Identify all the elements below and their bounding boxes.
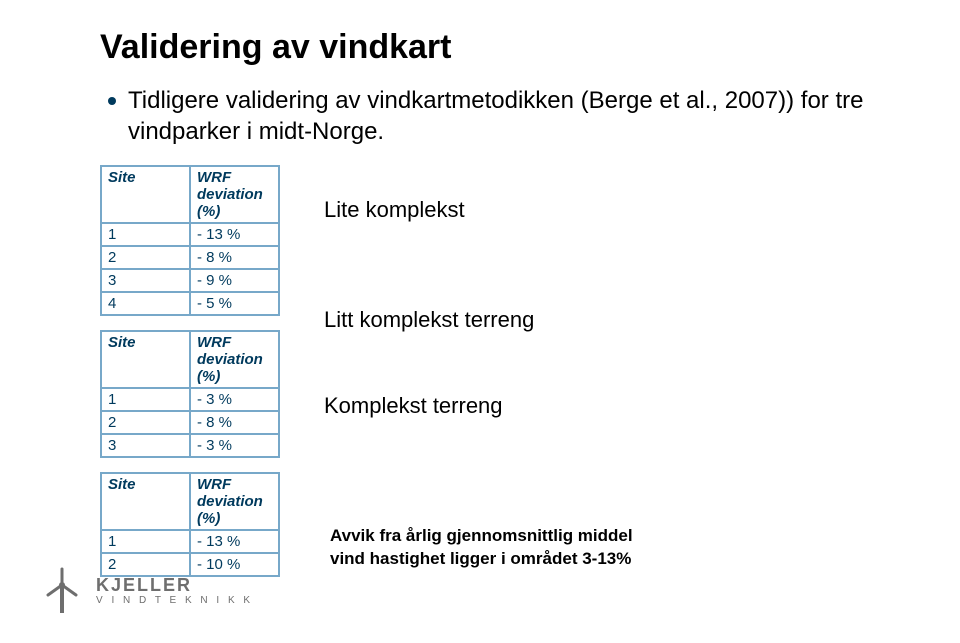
- td-val: - 5 %: [190, 292, 279, 315]
- td-site: 1: [101, 223, 190, 246]
- td-site: 2: [101, 246, 190, 269]
- td-val: - 13 %: [190, 530, 279, 553]
- td-val: - 13 %: [190, 223, 279, 246]
- td-val: - 3 %: [190, 388, 279, 411]
- td-site: 3: [101, 269, 190, 292]
- td-site: 2: [101, 411, 190, 434]
- table-row: 1 - 3 %: [101, 388, 279, 411]
- footnote-line2: vind hastighet ligger i området 3-13%: [330, 548, 633, 571]
- td-val: - 9 %: [190, 269, 279, 292]
- th-val: WRF deviation (%): [190, 331, 279, 388]
- logo-line1: KJELLER: [96, 576, 253, 594]
- tables-column: Site WRF deviation (%) 1 - 13 % 2 - 8 % …: [100, 165, 300, 591]
- slide: Validering av vindkart Tidligere valider…: [0, 0, 960, 643]
- page-title: Validering av vindkart: [100, 28, 890, 67]
- table-row: 3 - 3 %: [101, 434, 279, 457]
- deviation-table-1: Site WRF deviation (%) 1 - 13 % 2 - 8 % …: [100, 165, 280, 316]
- th-site: Site: [101, 331, 190, 388]
- table-row: 1 - 13 %: [101, 223, 279, 246]
- table-row: 2 - 8 %: [101, 411, 279, 434]
- terrain-label-3: Komplekst terreng: [324, 393, 534, 419]
- bullet-block: Tidligere validering av vindkartmetodikk…: [108, 85, 890, 147]
- td-site: 1: [101, 388, 190, 411]
- deviation-table-2: Site WRF deviation (%) 1 - 3 % 2 - 8 % 3…: [100, 330, 280, 458]
- logo-line2: V I N D T E K N I K K: [96, 596, 253, 606]
- deviation-table-3: Site WRF deviation (%) 1 - 13 % 2 - 10 %: [100, 472, 280, 577]
- th-site: Site: [101, 166, 190, 223]
- logo-text: KJELLER V I N D T E K N I K K: [96, 576, 253, 606]
- th-site: Site: [101, 473, 190, 530]
- terrain-label-1: Lite komplekst: [324, 197, 534, 223]
- company-logo: KJELLER V I N D T E K N I K K: [38, 567, 253, 615]
- bullet-text: Tidligere validering av vindkartmetodikk…: [128, 85, 890, 147]
- labels-column: Lite komplekst Litt komplekst terreng Ko…: [300, 165, 534, 503]
- turbine-icon: [38, 567, 86, 615]
- footnote: Avvik fra årlig gjennomsnittlig middel v…: [330, 525, 633, 571]
- td-site: 3: [101, 434, 190, 457]
- td-val: - 8 %: [190, 411, 279, 434]
- table-row: 2 - 8 %: [101, 246, 279, 269]
- bullet-dot-icon: [108, 97, 116, 105]
- th-val: WRF deviation (%): [190, 473, 279, 530]
- table-row: 3 - 9 %: [101, 269, 279, 292]
- terrain-label-2: Litt komplekst terreng: [324, 307, 534, 333]
- td-val: - 8 %: [190, 246, 279, 269]
- td-val: - 3 %: [190, 434, 279, 457]
- th-val: WRF deviation (%): [190, 166, 279, 223]
- table-row: 4 - 5 %: [101, 292, 279, 315]
- footnote-line1: Avvik fra årlig gjennomsnittlig middel: [330, 525, 633, 548]
- td-site: 1: [101, 530, 190, 553]
- table-row: 1 - 13 %: [101, 530, 279, 553]
- td-site: 4: [101, 292, 190, 315]
